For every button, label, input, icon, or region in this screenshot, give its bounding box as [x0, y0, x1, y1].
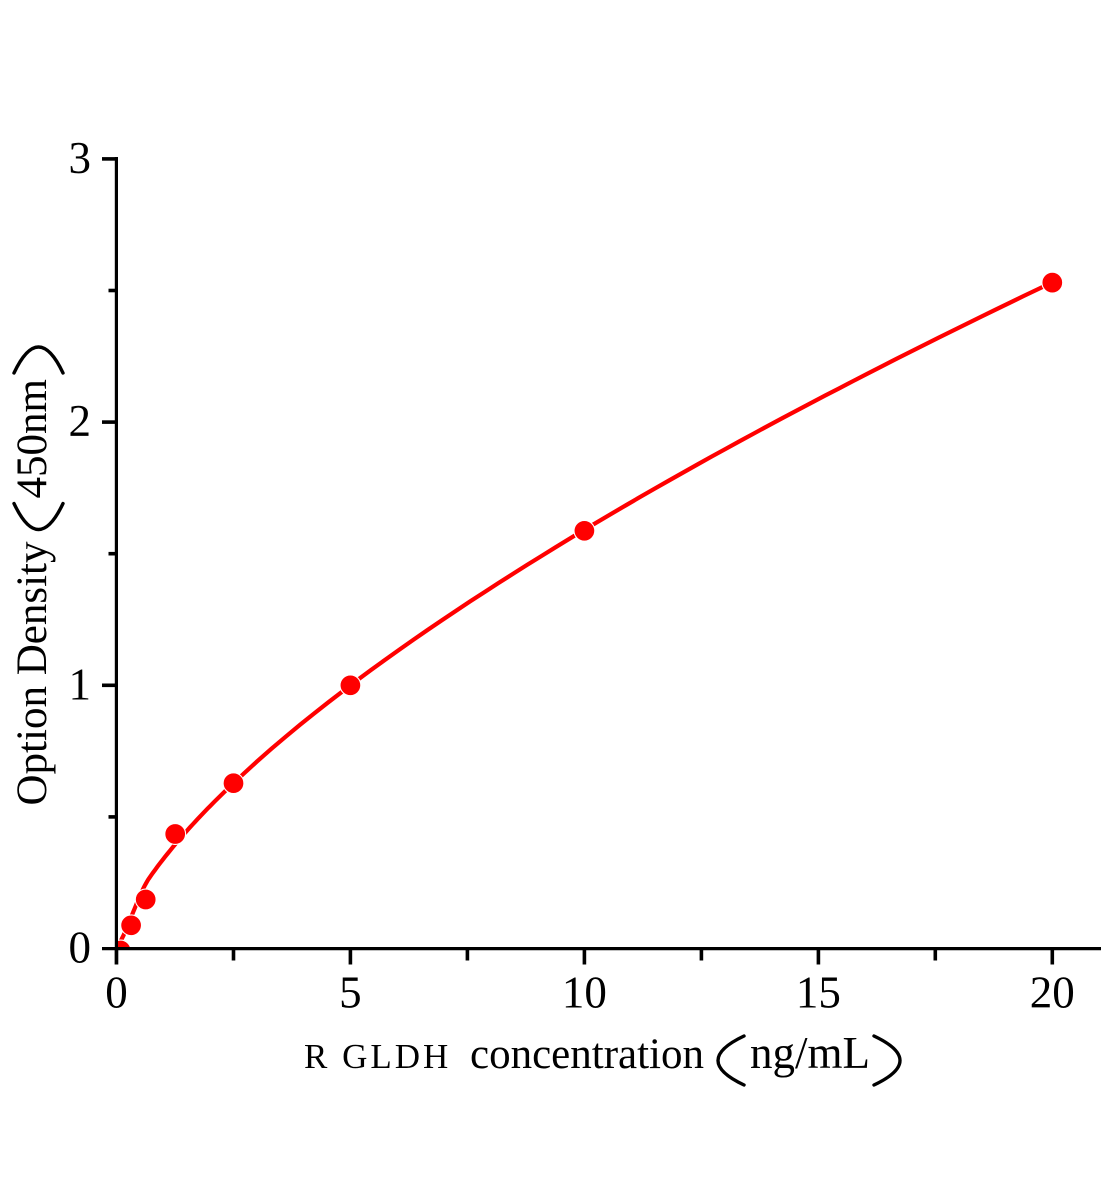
svg-text:0: 0	[69, 923, 92, 973]
svg-text:5: 5	[339, 968, 362, 1018]
svg-text:3: 3	[69, 133, 92, 183]
svg-text:2: 2	[69, 396, 92, 446]
svg-text:10: 10	[562, 968, 607, 1018]
svg-text:450nm: 450nm	[9, 379, 56, 498]
svg-text:20: 20	[1030, 968, 1075, 1018]
svg-text:0: 0	[105, 968, 128, 1018]
svg-text:15: 15	[796, 968, 841, 1018]
svg-text:Option Density: Option Density	[9, 541, 56, 805]
svg-text:ng/mL: ng/mL	[750, 1028, 870, 1078]
svg-text:concentration: concentration	[470, 1031, 704, 1078]
svg-text:R GLDH: R GLDH	[304, 1037, 451, 1076]
svg-text:1: 1	[69, 659, 92, 709]
